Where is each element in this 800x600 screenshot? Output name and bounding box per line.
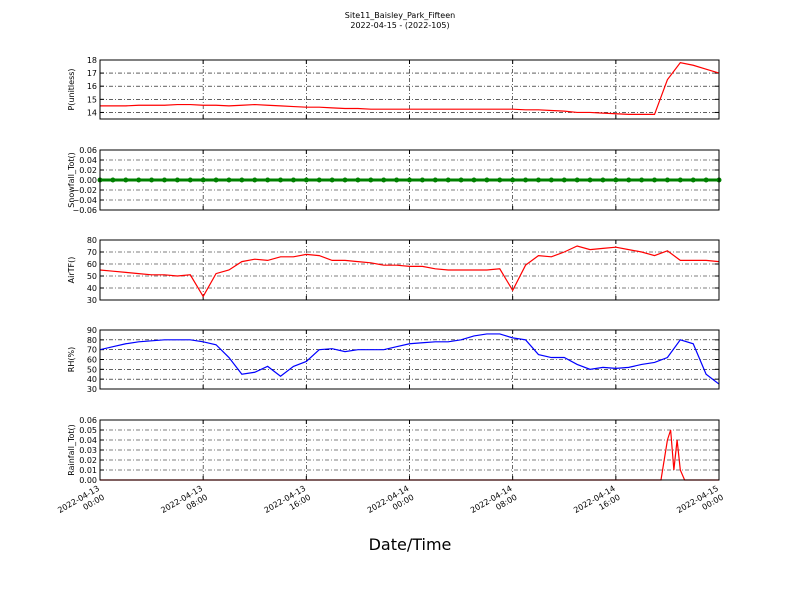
data-marker (110, 177, 116, 183)
data-marker (355, 177, 361, 183)
y-tick-label: 0.00 (79, 176, 97, 185)
y-tick-label: 17 (87, 69, 97, 78)
data-marker (303, 177, 309, 183)
data-marker (290, 177, 296, 183)
data-marker (471, 177, 477, 183)
y-tick-label: 0.01 (79, 466, 97, 475)
y-axis-label: AirTF() (67, 257, 76, 284)
data-marker (419, 177, 425, 183)
data-marker (174, 177, 180, 183)
x-axis-label: Date/Time (369, 535, 452, 554)
data-marker (368, 177, 374, 183)
data-marker (548, 177, 554, 183)
y-axis-label: Rainfall_Tot() (67, 424, 76, 476)
data-marker (394, 177, 400, 183)
data-line (100, 61, 720, 116)
y-tick-label: 30 (87, 385, 97, 394)
data-marker (329, 177, 335, 183)
data-marker (574, 177, 580, 183)
y-tick-label: −0.04 (72, 196, 97, 205)
y-axis-label: P(unitless) (67, 68, 76, 110)
data-marker (432, 177, 438, 183)
y-tick-label: 16 (87, 82, 97, 91)
y-tick-label: 14 (87, 108, 97, 117)
data-marker (381, 177, 387, 183)
data-line (100, 429, 719, 481)
data-marker (677, 177, 683, 183)
data-marker (497, 177, 503, 183)
data-marker (136, 177, 142, 183)
data-marker (445, 177, 451, 183)
data-marker (587, 177, 593, 183)
data-marker (187, 177, 193, 183)
data-marker (149, 177, 155, 183)
y-tick-label: 50 (87, 365, 97, 374)
y-tick-label: 80 (87, 236, 97, 245)
data-marker (265, 177, 271, 183)
y-tick-label: 40 (87, 375, 97, 384)
data-marker (652, 177, 658, 183)
y-tick-label: 70 (87, 248, 97, 257)
plot-frame (99, 239, 720, 301)
data-marker (510, 177, 516, 183)
data-marker (278, 177, 284, 183)
plot-frame (99, 149, 720, 211)
data-marker (123, 177, 129, 183)
data-marker (690, 177, 696, 183)
y-tick-label: 0.02 (79, 456, 97, 465)
y-tick-label: −0.02 (72, 186, 97, 195)
y-tick-label: 60 (87, 260, 97, 269)
data-marker (213, 177, 219, 183)
y-tick-label: 40 (87, 284, 97, 293)
data-marker (252, 177, 258, 183)
data-marker (664, 177, 670, 183)
plot-frame (99, 419, 720, 481)
data-marker (535, 177, 541, 183)
data-marker (239, 177, 245, 183)
data-marker (407, 177, 412, 183)
y-tick-label: 60 (87, 356, 97, 365)
y-tick-label: 0.00 (79, 476, 97, 485)
data-marker (226, 177, 232, 183)
y-tick-label: 30 (87, 296, 97, 305)
y-tick-label: 0.02 (79, 166, 97, 175)
y-tick-label: 0.04 (79, 436, 97, 445)
y-tick-label: −0.06 (72, 206, 97, 215)
data-line (99, 333, 720, 385)
y-tick-label: 0.06 (79, 146, 97, 155)
y-tick-label: 70 (87, 346, 97, 355)
data-marker (626, 177, 632, 183)
data-marker (484, 177, 490, 183)
data-marker (523, 177, 529, 183)
plot-frame (99, 59, 720, 120)
data-marker (342, 177, 348, 183)
plot-frame (99, 329, 720, 390)
data-marker (200, 177, 206, 183)
data-line (99, 245, 720, 298)
y-tick-label: 0.05 (79, 426, 97, 435)
data-marker (703, 177, 709, 183)
y-tick-label: 0.03 (79, 446, 97, 455)
y-axis-label: RH(%) (67, 347, 76, 372)
data-marker (458, 177, 464, 183)
y-tick-label: 15 (87, 95, 97, 104)
y-tick-label: 90 (87, 326, 97, 335)
data-marker (561, 177, 567, 183)
data-marker (316, 177, 322, 183)
data-marker (639, 177, 645, 183)
figure-title: Site11_Baisley_Park_Fifteen (345, 11, 455, 20)
figure-subtitle: 2022-04-15 - (2022-105) (350, 21, 449, 30)
y-tick-label: 0.04 (79, 156, 97, 165)
y-tick-label: 0.06 (79, 416, 97, 425)
y-tick-label: 50 (87, 272, 97, 281)
y-axis-label: Snowfall_Tot() (67, 152, 76, 208)
data-marker (600, 177, 606, 183)
y-tick-label: 80 (87, 336, 97, 345)
data-marker (161, 177, 167, 183)
data-marker (613, 177, 619, 183)
y-tick-label: 18 (87, 56, 97, 65)
